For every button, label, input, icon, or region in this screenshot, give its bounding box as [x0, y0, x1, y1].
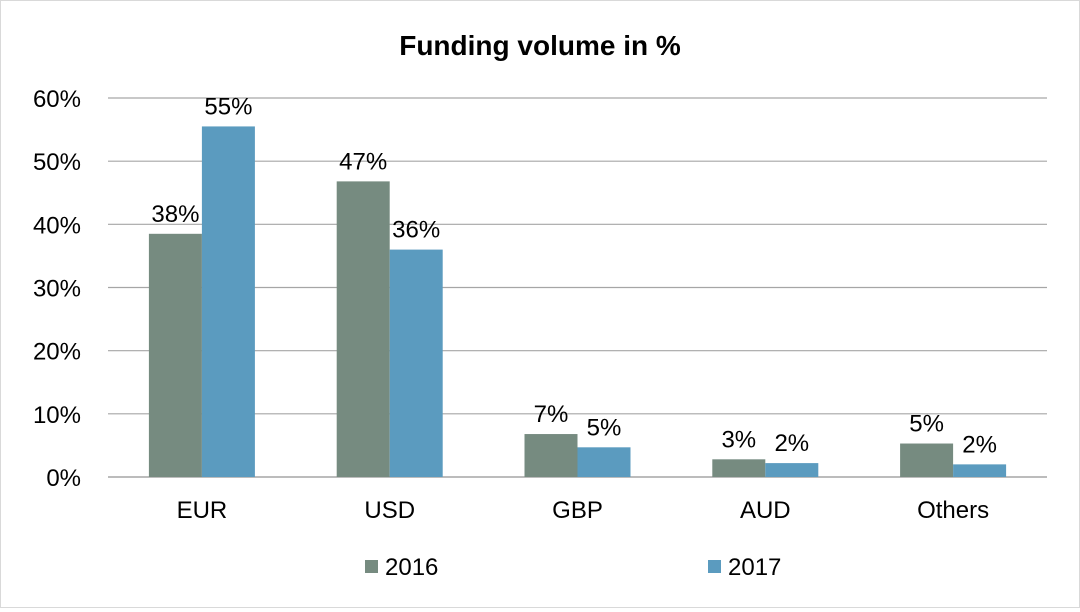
- data-label: 47%: [339, 148, 387, 175]
- x-category-label: USD: [364, 497, 415, 524]
- bar-2017-AUD: [765, 463, 819, 477]
- x-category-label: EUR: [177, 497, 228, 524]
- data-label: 38%: [151, 201, 199, 228]
- data-label: 7%: [534, 401, 569, 428]
- bar-2016-USD: [336, 181, 390, 477]
- data-label: 2%: [774, 430, 809, 457]
- y-axis-ticks: 0% 10% 20% 30% 40% 50% 60%: [33, 86, 81, 492]
- bar-2017-USD: [389, 249, 443, 477]
- data-label: 5%: [587, 414, 622, 441]
- legend-swatch-2017: [708, 560, 721, 573]
- gridlines: [108, 97, 1047, 478]
- legend-label: 2017: [728, 554, 781, 581]
- legend-swatch-2016: [365, 560, 378, 573]
- data-label: 36%: [392, 217, 440, 244]
- y-tick-label: 20%: [33, 339, 81, 366]
- data-label: 5%: [909, 411, 944, 438]
- data-label: 55%: [204, 93, 252, 120]
- bar-2017-EUR: [201, 126, 255, 478]
- chart-title: Funding volume in %: [399, 30, 681, 61]
- bar-2017-GBP: [577, 447, 631, 477]
- bar-2016-GBP: [524, 434, 578, 477]
- category-labels: EUR USD GBP AUD Others: [177, 497, 990, 524]
- bar-2016-AUD: [712, 459, 766, 477]
- y-tick-label: 10%: [33, 402, 81, 429]
- y-tick-label: 40%: [33, 212, 81, 239]
- data-label: 2%: [962, 431, 997, 458]
- x-category-label: AUD: [740, 497, 791, 524]
- bar-2016-Others: [900, 443, 954, 477]
- y-tick-label: 30%: [33, 276, 81, 303]
- bar-2017-Others: [953, 464, 1007, 477]
- bar-2016-EUR: [148, 233, 202, 477]
- y-tick-label: 0%: [46, 465, 81, 492]
- legend-label: 2016: [385, 554, 438, 581]
- y-tick-label: 50%: [33, 149, 81, 176]
- legend: 2016 2017: [365, 554, 781, 581]
- data-label: 3%: [721, 426, 756, 453]
- x-category-label: Others: [917, 497, 989, 524]
- data-labels: 38% 55% 47% 36% 7% 5% 3% 2% 5% 2%: [151, 93, 997, 458]
- bars: [148, 126, 1007, 478]
- x-category-label: GBP: [552, 497, 603, 524]
- y-tick-label: 60%: [33, 86, 81, 113]
